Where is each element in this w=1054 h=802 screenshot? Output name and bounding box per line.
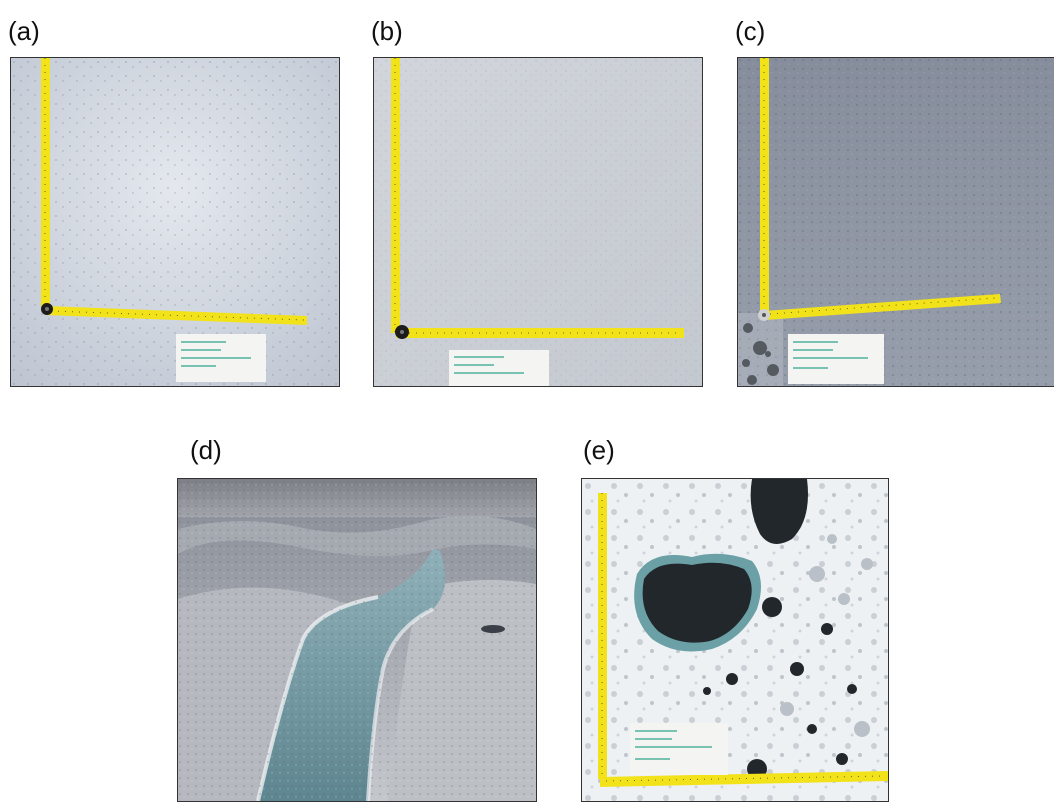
cryoconite-holes-c <box>742 323 779 385</box>
ruler-horizontal-a <box>45 306 307 325</box>
photo-panel-b <box>373 57 703 387</box>
field-label-card-c <box>788 334 884 384</box>
photo-panel-e <box>581 478 889 802</box>
panel-label-e: (e) <box>583 435 615 465</box>
field-label-card-a <box>176 334 266 382</box>
cryoconite-pools <box>634 479 857 779</box>
photo-panel-a <box>10 57 340 387</box>
photo-panel-c <box>737 57 1054 387</box>
field-label-card-e <box>630 723 728 775</box>
panel-label-d: (d) <box>190 435 222 465</box>
field-label-card-b <box>449 350 549 386</box>
panel-label-c: (c) <box>735 16 766 46</box>
panel-label-b: (b) <box>371 16 403 46</box>
panel-label-a: (a) <box>8 16 40 46</box>
photo-panel-d <box>177 478 537 802</box>
ruler-vertical-a <box>41 58 50 310</box>
